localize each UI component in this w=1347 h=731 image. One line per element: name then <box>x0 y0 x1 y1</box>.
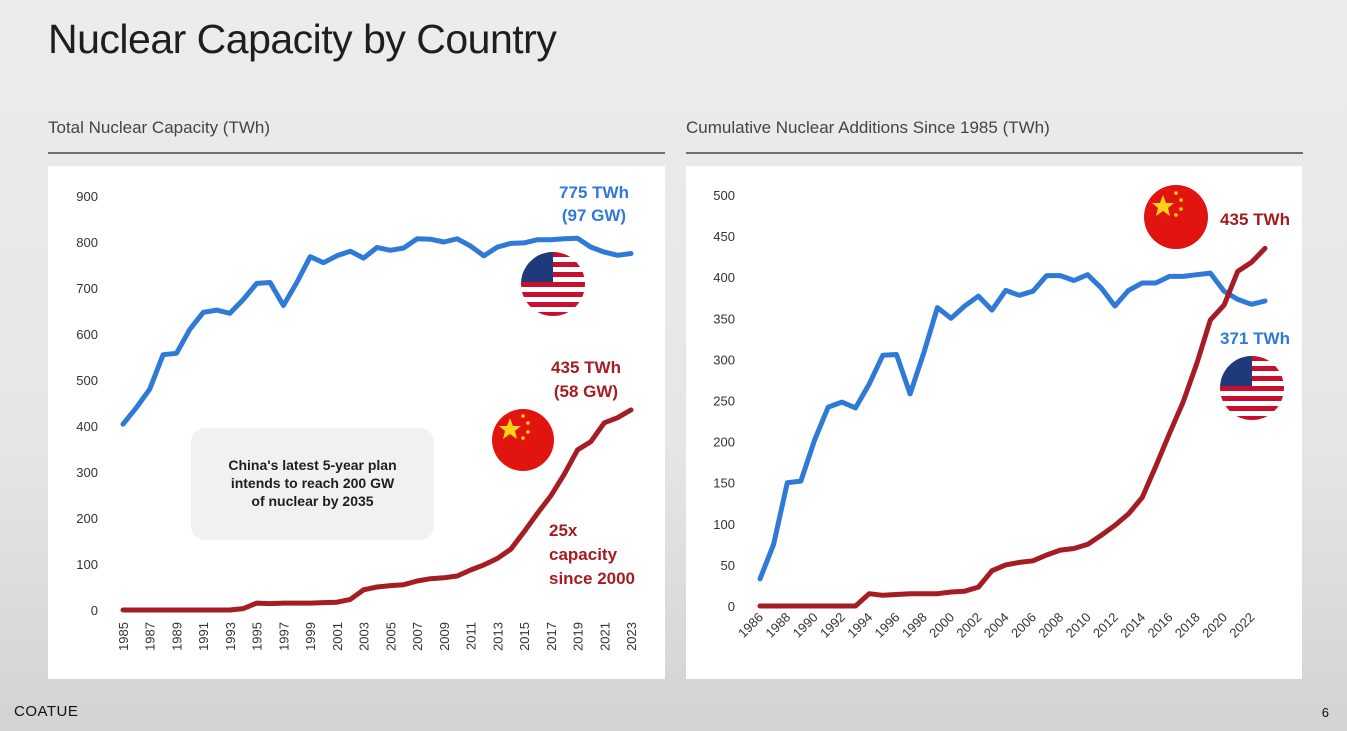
right-y-tick-label: 150 <box>713 476 735 491</box>
right-y-tick-label: 50 <box>721 558 735 573</box>
left-x-tick-label: 2019 <box>571 622 586 651</box>
left-x-tick-label: 2007 <box>410 622 425 651</box>
left-y-tick-label: 300 <box>76 465 98 480</box>
note-line-3: of nuclear by 2035 <box>251 493 374 509</box>
right-x-tick-label: 2012 <box>1090 610 1121 641</box>
right-x-tick-label: 2006 <box>1008 610 1039 641</box>
right-y-tick-label: 100 <box>713 517 735 532</box>
right-y-tick-label: 450 <box>713 229 735 244</box>
left-x-tick-label: 1993 <box>223 622 238 651</box>
right-x-tick-label: 2002 <box>953 610 984 641</box>
left-divider <box>48 152 665 154</box>
right-x-tick-label: 1996 <box>872 610 903 641</box>
right-y-tick-label: 500 <box>713 188 735 203</box>
left-cn-value-label: 435 TWh <box>551 358 621 377</box>
left-x-tick-label: 1995 <box>250 622 265 651</box>
left-y-tick-label: 900 <box>76 189 98 204</box>
left-x-tick-label: 2005 <box>383 622 398 651</box>
left-y-tick-label: 600 <box>76 327 98 342</box>
left-x-tick-label: 2021 <box>597 622 612 651</box>
left-x-tick-label: 2009 <box>437 622 452 651</box>
right-x-tick-label: 1998 <box>899 610 930 641</box>
left-series-line-united-states <box>120 235 634 427</box>
china-flag-icon <box>492 409 554 471</box>
right-cn-value-label: 435 TWh <box>1220 210 1290 229</box>
right-y-tick-label: 200 <box>713 435 735 450</box>
right-y-tick-label: 0 <box>728 599 735 614</box>
page-title: Nuclear Capacity by Country <box>48 16 557 62</box>
page-number: 6 <box>1321 705 1329 720</box>
right-x-tick-label: 2010 <box>1063 610 1094 641</box>
left-us-gw-label: (97 GW) <box>562 206 626 225</box>
left-y-tick-label: 500 <box>76 373 98 388</box>
left-y-tick-label: 700 <box>76 281 98 296</box>
note-line-1: China's latest 5-year plan <box>228 457 397 473</box>
left-chart-panel: 0 100 200 300 400 500 600 700 800 900 1985 1987 198… <box>48 166 665 679</box>
left-us-value-label: 775 TWh <box>559 183 629 202</box>
right-x-tick-label: 2008 <box>1035 610 1066 641</box>
left-y-tick-label: 0 <box>91 603 98 618</box>
right-chart-title: Cumulative Nuclear Additions Since 1985 … <box>686 118 1050 137</box>
right-x-tick-label: 1994 <box>844 610 875 641</box>
right-x-tick-label: 2014 <box>1117 610 1148 641</box>
right-series-line-china <box>757 245 1268 609</box>
china-plan-note: China's latest 5-year plan intends to re… <box>191 428 434 540</box>
left-series-line-china <box>120 407 634 613</box>
right-y-tick-label: 350 <box>713 311 735 326</box>
left-x-tick-label: 1985 <box>116 622 131 651</box>
left-x-tick-label: 2013 <box>490 622 505 651</box>
brand-logo: COATUE <box>14 703 79 720</box>
right-divider <box>686 152 1303 154</box>
left-y-tick-label: 100 <box>76 557 98 572</box>
right-x-tick-label: 1990 <box>790 610 821 641</box>
growth-label-1: 25x <box>549 521 578 540</box>
left-x-tick-label: 1991 <box>196 622 211 651</box>
right-series-line-united-states <box>757 270 1268 582</box>
left-x-tick-label: 2003 <box>357 622 372 651</box>
right-x-tick-label: 2018 <box>1172 610 1203 641</box>
right-y-tick-label: 300 <box>713 352 735 367</box>
china-flag-icon <box>1144 185 1208 249</box>
left-y-tick-label: 400 <box>76 419 98 434</box>
right-chart-panel: 0 50 100 150 200 250 300 350 400 450 500 1986 1988 1… <box>686 166 1302 679</box>
growth-label-3: since 2000 <box>549 569 635 588</box>
us-flag-icon <box>521 252 585 316</box>
right-x-tick-label: 2022 <box>1226 610 1257 641</box>
left-x-tick-label: 2001 <box>330 622 345 651</box>
right-x-tick-label: 2016 <box>1145 610 1176 641</box>
left-x-tick-label: 2017 <box>544 622 559 651</box>
right-x-tick-label: 2004 <box>981 610 1012 641</box>
right-us-value-label: 371 TWh <box>1220 329 1290 348</box>
right-y-tick-label: 250 <box>713 394 735 409</box>
growth-label-2: capacity <box>549 545 618 564</box>
left-x-tick-label: 2015 <box>517 622 532 651</box>
left-x-tick-label: 1999 <box>303 622 318 651</box>
right-x-tick-label: 1986 <box>735 610 766 641</box>
left-x-tick-label: 1989 <box>169 622 184 651</box>
left-x-tick-label: 1997 <box>276 622 291 651</box>
left-x-tick-label: 2023 <box>624 622 639 651</box>
right-x-tick-label: 1992 <box>817 610 848 641</box>
left-x-tick-label: 2011 <box>464 622 479 650</box>
right-x-tick-label: 1988 <box>762 610 793 641</box>
right-x-tick-label: 2020 <box>1199 610 1230 641</box>
us-flag-icon <box>1220 356 1284 420</box>
left-chart-title: Total Nuclear Capacity (TWh) <box>48 118 271 137</box>
left-cn-gw-label: (58 GW) <box>554 382 618 401</box>
note-line-2: intends to reach 200 GW <box>230 475 395 491</box>
left-chart-svg: 0 100 200 300 400 500 600 700 800 900 1985 1987 198… <box>76 183 639 651</box>
right-y-tick-label: 400 <box>713 270 735 285</box>
left-y-tick-label: 800 <box>76 235 98 250</box>
left-y-tick-label: 200 <box>76 511 98 526</box>
right-x-tick-label: 2000 <box>926 610 957 641</box>
left-x-tick-label: 1987 <box>143 622 158 651</box>
